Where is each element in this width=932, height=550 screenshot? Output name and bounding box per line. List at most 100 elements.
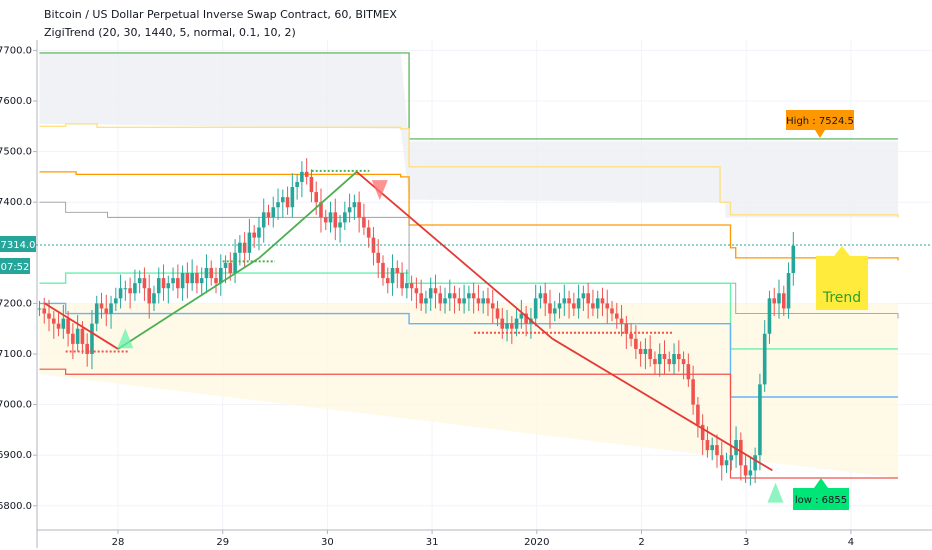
candle-body bbox=[624, 323, 629, 334]
candle-body bbox=[357, 202, 361, 218]
candle-body bbox=[691, 379, 695, 405]
candle-body bbox=[199, 278, 204, 284]
candle-body bbox=[75, 328, 80, 344]
candle-body bbox=[176, 278, 180, 289]
candle-body bbox=[218, 267, 223, 284]
low-label-box bbox=[793, 488, 849, 510]
y-tick-label: 6800.0 bbox=[0, 501, 32, 512]
candle-body bbox=[681, 359, 686, 365]
candle-body bbox=[252, 232, 256, 238]
buy-signal-marker bbox=[767, 482, 784, 503]
candle-body bbox=[481, 298, 485, 304]
candle-body bbox=[300, 171, 304, 182]
candle-body bbox=[762, 333, 767, 385]
candle-body bbox=[653, 359, 657, 365]
candle-body bbox=[362, 217, 366, 228]
candle-body bbox=[395, 267, 400, 274]
candle-body bbox=[66, 318, 70, 334]
candle-body bbox=[352, 202, 357, 208]
candle-body bbox=[638, 348, 643, 354]
candle-body bbox=[180, 273, 185, 289]
zigzag-segment bbox=[258, 171, 358, 259]
candle-body bbox=[538, 293, 543, 299]
candle-body bbox=[758, 384, 762, 456]
x-tick-label: 2 bbox=[638, 537, 644, 548]
x-tick-label: 4 bbox=[848, 537, 854, 548]
zigzag-segment bbox=[356, 171, 554, 340]
candle-body bbox=[257, 227, 261, 238]
candle-body bbox=[552, 308, 557, 314]
candle-body bbox=[467, 293, 471, 299]
buy-signal-marker bbox=[117, 328, 134, 349]
candle-body bbox=[90, 323, 94, 354]
candle-body bbox=[696, 404, 700, 425]
countdown-badge bbox=[0, 258, 30, 274]
candle-body bbox=[400, 273, 404, 289]
candle-body bbox=[686, 364, 691, 380]
candle-body bbox=[581, 293, 586, 299]
blue-band bbox=[39, 302, 899, 398]
candle-body bbox=[114, 298, 118, 304]
overlay-labels: 7314.0 07:52 High : 7524.5 Trend low : 6… bbox=[0, 110, 932, 510]
candle-body bbox=[748, 470, 753, 476]
candle-body bbox=[457, 298, 462, 304]
candle-body bbox=[238, 242, 242, 253]
trend-label: Trend bbox=[822, 290, 861, 306]
candle-body bbox=[242, 242, 247, 253]
candle-body bbox=[166, 283, 171, 289]
candle-body bbox=[80, 328, 85, 344]
candle-body bbox=[586, 293, 590, 304]
resistance-zone bbox=[39, 52, 899, 218]
candle-body bbox=[381, 262, 385, 279]
sell-signal-marker bbox=[371, 180, 388, 201]
indicator-bands bbox=[39, 52, 899, 479]
candle-body bbox=[405, 283, 409, 289]
high-label: High : 7524.5 bbox=[786, 116, 854, 127]
last-price-label: 7314.0 bbox=[1, 240, 36, 251]
candle-body bbox=[629, 333, 633, 339]
candle-body bbox=[548, 303, 552, 314]
candle-body bbox=[710, 445, 715, 451]
candle-body bbox=[715, 445, 719, 456]
candle-body bbox=[333, 212, 338, 228]
candle-body bbox=[419, 293, 423, 304]
candle-body bbox=[705, 440, 710, 451]
candle-body bbox=[309, 176, 314, 193]
candle-body bbox=[223, 262, 228, 268]
candle-body bbox=[281, 197, 285, 203]
candle-body bbox=[648, 348, 652, 360]
candle-body bbox=[156, 278, 161, 294]
candle-body bbox=[128, 288, 132, 294]
candle-body bbox=[443, 298, 447, 304]
candle-body bbox=[438, 293, 443, 304]
candle-body bbox=[614, 313, 619, 319]
candle-body bbox=[171, 278, 175, 284]
candle-body bbox=[204, 267, 209, 279]
upper-yellow-band bbox=[39, 123, 899, 218]
candle-body bbox=[285, 197, 290, 208]
candle-body bbox=[533, 298, 538, 319]
candle-body bbox=[37, 308, 42, 310]
candle-body bbox=[118, 288, 123, 299]
candle-body bbox=[47, 313, 51, 319]
y-tick-label: 7200.0 bbox=[0, 298, 32, 309]
indicator-label: ZigiTrend (20, 30, 1440, 5, normal, 0.1,… bbox=[44, 26, 296, 39]
candle-body bbox=[576, 298, 581, 309]
candle-body bbox=[700, 424, 705, 441]
candle-body bbox=[471, 293, 476, 299]
y-tick-label: 7600.0 bbox=[0, 96, 32, 107]
candle-body bbox=[495, 308, 500, 319]
candle-body bbox=[271, 207, 276, 218]
candle-body bbox=[619, 318, 624, 324]
candle-body bbox=[376, 252, 381, 263]
candle-body bbox=[295, 181, 299, 188]
candle-body bbox=[214, 278, 218, 284]
high-label-box bbox=[786, 110, 854, 130]
candle-body bbox=[510, 323, 514, 329]
candle-body bbox=[276, 202, 280, 208]
candle-body bbox=[634, 338, 638, 349]
trend-label-box bbox=[816, 256, 868, 310]
candle-body bbox=[591, 303, 595, 309]
trend-label-pointer bbox=[834, 246, 850, 256]
